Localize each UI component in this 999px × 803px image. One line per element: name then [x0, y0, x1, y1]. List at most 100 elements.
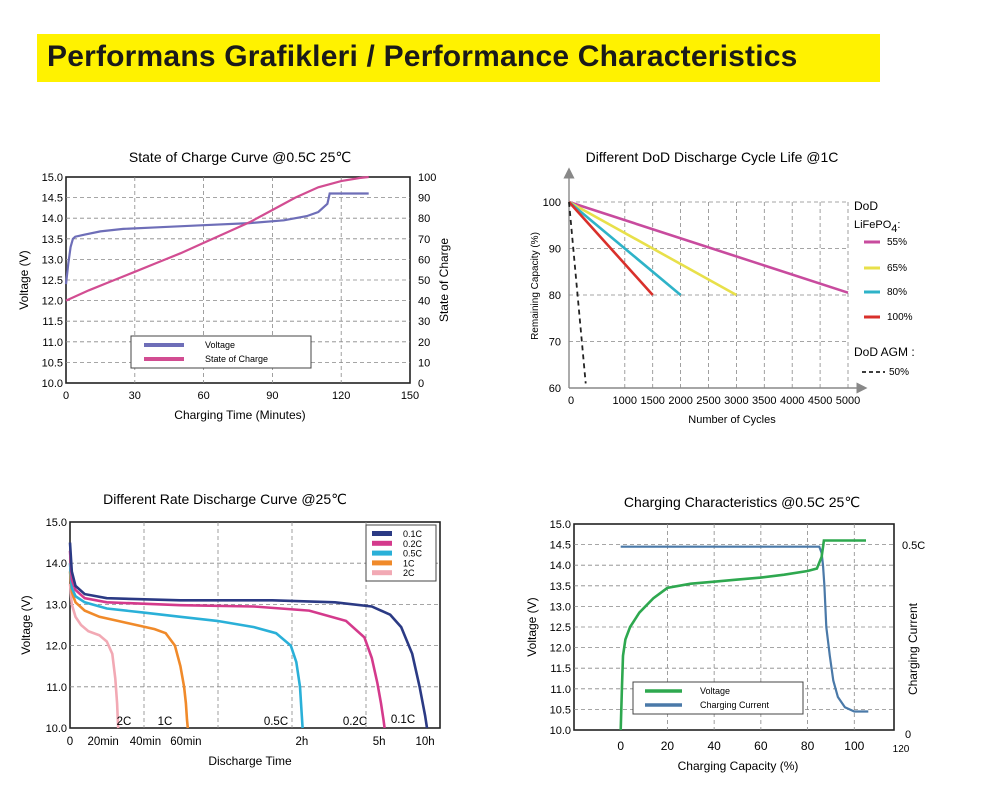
soc-ytick-label: 10.5 — [42, 357, 63, 369]
dod-series-line — [568, 201, 587, 384]
charging-ytick-label: 15.0 — [550, 519, 571, 531]
dod-xtick-label: 4000 — [780, 395, 804, 407]
charging-ytick-label: 10.5 — [550, 704, 571, 716]
rate-title: Different Rate Discharge Curve @25℃ — [103, 491, 347, 507]
soc-y2tick-label: 100 — [418, 172, 436, 184]
soc-series-voltage-line — [64, 192, 369, 285]
soc-xtick-label: 60 — [197, 390, 209, 402]
dod-xtick-label: 1000 — [613, 395, 637, 407]
soc-legend-box — [130, 335, 312, 369]
rate-legend-swatch — [372, 560, 392, 566]
soc-y2tick-label: 60 — [418, 254, 430, 266]
dod-xtick-label: 1500 — [640, 395, 664, 407]
charging-xtick-label: 100 — [844, 739, 864, 753]
charging-ytick-label: 11.0 — [550, 684, 571, 696]
rate-chart: Different Rate Discharge Curve @25℃ Disc… — [19, 491, 441, 768]
dod-ytick-label: 80 — [549, 290, 561, 302]
soc-xlabel: Charging Time (Minutes) — [174, 408, 305, 422]
charging-ytick-label: 14.0 — [550, 560, 571, 572]
rate-curve-label: 0.1C — [391, 714, 415, 726]
soc-chart: State of Charge Curve @0.5C 25℃ Charging… — [17, 149, 451, 422]
dod-legend: DoD LiFePO4: 55% 65% 80% 100% 50% DoD AGM : — [854, 199, 915, 378]
rate-legend-label: 2C — [403, 568, 415, 578]
charging-legend-voltage-label: Voltage — [700, 686, 730, 696]
dod-legend-agm-title: DoD AGM : — [854, 345, 915, 359]
rate-xtick-label: 10h — [416, 736, 435, 748]
dod-legend-label: 55% — [887, 237, 907, 248]
soc-title: State of Charge Curve @0.5C 25℃ — [129, 149, 351, 165]
rate-series-line — [68, 563, 304, 729]
dod-ytick-label: 100 — [543, 197, 561, 209]
rate-plot-frame — [69, 521, 441, 729]
charging-y2tick-label: 0.5C — [902, 540, 925, 552]
soc-legend-soc-label: State of Charge — [205, 354, 268, 364]
rate-curve-label: 0.5C — [264, 716, 288, 728]
soc-y2tick-label: 30 — [418, 316, 430, 328]
dod-xtick-label: 5000 — [836, 395, 860, 407]
dod-legend-lifepo4: LiFePO4: — [854, 219, 900, 235]
charging-xtick-label: 60 — [754, 739, 768, 753]
dod-series-line — [568, 201, 682, 296]
dod-title: Different DoD Discharge Cycle Life @1C — [586, 149, 839, 165]
charging-ytick-label: 13.5 — [550, 581, 571, 593]
charging-title: Charging Characteristics @0.5C 25℃ — [624, 494, 860, 510]
soc-ytick-label: 13.0 — [42, 254, 63, 266]
rate-xlabel: Discharge Time — [208, 754, 292, 768]
rate-legend-label: 0.5C — [403, 549, 423, 559]
rate-series-line — [68, 583, 120, 729]
charging-xtick-label: 0 — [617, 739, 624, 753]
soc-ytick-label: 10.0 — [42, 378, 63, 390]
dod-ytick-label: 90 — [549, 244, 561, 256]
rate-xtick-label: 40min — [130, 736, 161, 748]
soc-ytick-label: 14.0 — [42, 213, 63, 225]
dod-xlabel: Number of Cycles — [688, 414, 776, 426]
dod-ylabel: Remaining Capacity (%) — [530, 232, 541, 340]
charging-chart: Charging Characteristics @0.5C 25℃ Charg… — [525, 494, 925, 773]
soc-y2tick-label: 90 — [418, 193, 430, 205]
charging-ylabel2: Charging Current — [906, 602, 920, 695]
rate-curve-label: 0.2C — [343, 716, 367, 728]
title-banner: Performans Grafikleri / Performance Char… — [37, 34, 880, 82]
soc-ytick-label: 12.0 — [42, 296, 63, 308]
soc-ytick-label: 13.5 — [42, 234, 63, 246]
soc-series-state-of-charge-line — [65, 175, 369, 302]
charging-xtick-label: 20 — [661, 739, 675, 753]
rate-ytick-label: 14.0 — [46, 558, 67, 570]
charging-ytick-label: 14.5 — [550, 540, 571, 552]
dod-series-line — [568, 200, 849, 294]
dod-legend-lifepo4-text: LiFePO — [854, 219, 892, 231]
soc-ylabel: Voltage (V) — [17, 250, 31, 309]
soc-y2tick-label: 10 — [418, 357, 430, 369]
dod-legend-label: 50% — [889, 367, 909, 378]
soc-y2tick-label: 70 — [418, 234, 430, 246]
rate-ytick-label: 11.0 — [46, 682, 67, 694]
rate-xtick-label: 2h — [295, 736, 308, 748]
charging-ytick-label: 12.0 — [550, 643, 571, 655]
rate-ytick-label: 10.0 — [46, 723, 67, 735]
dod-ytick-label: 70 — [549, 337, 561, 349]
rate-legend-label: 0.1C — [403, 529, 423, 539]
rate-curve-label: 2C — [117, 716, 132, 728]
rate-series-line — [68, 571, 190, 729]
dod-legend-label: 65% — [887, 263, 907, 274]
dod-chart: Different DoD Discharge Cycle Life @1C N… — [530, 149, 915, 426]
soc-xtick-label: 150 — [401, 390, 419, 402]
soc-legend-voltage-label: Voltage — [205, 340, 235, 350]
soc-ytick-label: 12.5 — [42, 275, 63, 287]
dod-legend-lifepo4-sub: 4 — [891, 223, 897, 235]
soc-xtick-label: 0 — [63, 390, 69, 402]
charging-series-voltage-line — [619, 539, 866, 731]
soc-y2tick-label: 40 — [418, 296, 430, 308]
rate-xtick-label: 60min — [170, 736, 201, 748]
charging-ytick-label: 11.5 — [550, 663, 571, 675]
charging-legend-current-label: Charging Current — [700, 700, 770, 710]
charging-legend: Voltage Charging Current — [632, 681, 804, 715]
charging-xtick-label: 80 — [801, 739, 815, 753]
soc-xtick-label: 120 — [332, 390, 350, 402]
dod-legend-label: 100% — [887, 312, 913, 323]
rate-series-line — [68, 542, 429, 729]
soc-y2tick-label: 50 — [418, 275, 430, 287]
soc-ytick-label: 11.0 — [42, 337, 63, 349]
soc-xtick-label: 90 — [266, 390, 278, 402]
